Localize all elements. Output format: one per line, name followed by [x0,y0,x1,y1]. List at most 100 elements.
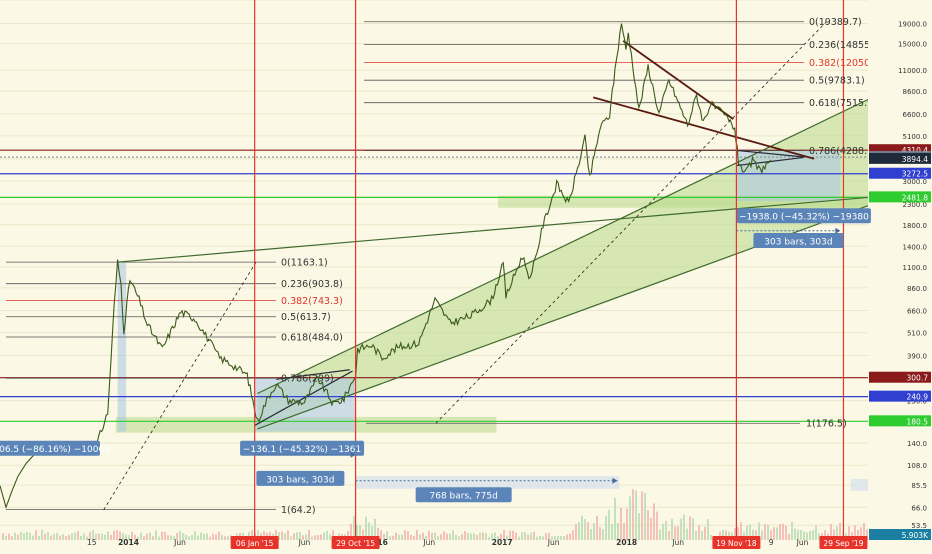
volume-bar [707,519,709,540]
volume-bar [302,535,304,540]
volume-bar [29,532,31,540]
annotation-text: −136.1 (−45.32%) −1361 [243,445,361,455]
y-tick-label: 6600.0 [903,111,928,119]
volume-bar [863,522,865,540]
volume-bar [23,533,25,540]
price-label-text: 3894.4 [902,155,928,164]
volume-bar [665,520,667,540]
volume-bar [464,530,466,540]
volume-bar [803,531,805,540]
volume-bar [530,532,532,540]
volume-bar [167,535,169,540]
volume-bar [860,527,862,540]
y-tick-label: 2300.0 [903,201,928,209]
volume-bar [644,492,646,540]
volume-bar [614,497,616,540]
volume-bar [527,534,529,540]
volume-bar [650,517,652,540]
volume-bar [305,534,307,540]
volume-bar [548,532,550,540]
volume-bar [329,534,331,540]
volume-bar [482,532,484,540]
volume-bar [317,535,319,540]
date-marker-label: 06 Jan '15 [236,539,274,548]
annotation-badge [753,232,844,248]
volume-bar [68,535,70,540]
volume-bar [647,510,649,540]
volume-bar [833,529,835,540]
volume-bar [557,535,559,540]
volume-bar [281,531,283,540]
volume-bar [398,534,400,540]
volume-bar [170,535,172,540]
x-axis-bar [0,540,932,550]
volume-bar [755,530,757,540]
fib-level-label: 0.618(484.0) [281,333,343,344]
volume-bar [584,519,586,540]
fib-level-label: 0(19389.7) [809,17,862,28]
volume-bar [671,518,673,540]
y-tick-label: 53.5 [911,522,927,530]
volume-bar [692,518,694,540]
annotation-badge [415,487,512,503]
volume-bar [80,535,82,540]
volume-bar [41,529,43,540]
trend-line-2019-triangle-top [736,149,804,158]
volume-bar [608,509,610,540]
volume-bar [533,531,535,540]
volume-bar [347,530,349,540]
annotation-badge [256,470,345,486]
volume-bar [365,516,367,540]
date-marker-badge [331,536,380,549]
volume-bar [77,531,79,540]
volume-bar [200,532,202,540]
volume-bar [758,522,760,540]
date-marker-badge [712,536,761,549]
volume-bar [44,533,46,540]
volume-bar [197,535,199,540]
y-tick-label: 5100.0 [903,133,928,141]
volume-bar [509,530,511,540]
support-zone-2019 [498,195,868,208]
x-tick-label: 15 [87,538,97,547]
volume-bar [440,534,442,540]
volume-bar [461,534,463,540]
price-label-text: 180.5 [907,417,929,426]
volume-bar [725,530,727,540]
volume-bar [401,534,403,540]
volume-bar [749,524,751,540]
volume-bar [752,529,754,540]
volume-bar [287,530,289,540]
volume-bar [539,535,541,540]
volume-bar [203,533,205,540]
volume-bar [371,525,373,540]
volume-bar [662,523,664,540]
volume-bar [776,527,778,540]
volume-bar [53,533,55,540]
y-tick-label: 1800.0 [903,222,928,230]
volume-bar [695,530,697,540]
volume-bar [494,532,496,540]
volume-bar [383,534,385,540]
volume-bar [284,533,286,540]
volume-bar [737,527,739,540]
volume-bar [779,524,781,540]
trend-line-long-support [117,196,869,263]
volume-bar [158,536,160,540]
x-tick-label: Jun [547,538,560,547]
volume-bar [491,533,493,540]
volume-bar [152,535,154,540]
volume-bar [182,533,184,540]
volume-bar [545,533,547,540]
volume-bar [782,523,784,540]
volume-bar [542,536,544,540]
volume-bar [161,531,163,540]
volume-bar [836,526,838,540]
volume-bar [590,529,592,540]
volume-bar [26,531,28,540]
date-marker-label: 29 Sep '19 [823,539,863,548]
volume-bar [311,536,313,540]
price-label-badge [869,529,931,540]
